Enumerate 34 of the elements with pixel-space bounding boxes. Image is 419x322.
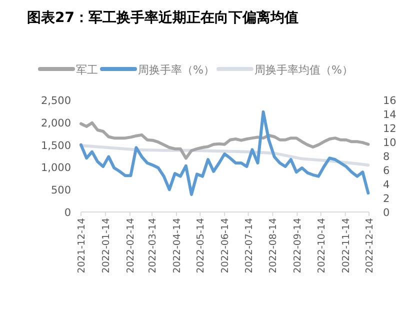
y2-tick-label: 0: [383, 207, 390, 219]
x-tick-label: 2022-08-14: [268, 218, 280, 274]
line-series: [80, 110, 370, 196]
legend-label: 周换手率均值（%）: [254, 64, 353, 76]
y2-tick-label: 4: [383, 179, 390, 191]
y-tick-label: 1,000: [40, 162, 71, 174]
chart-title: 图表27：军工换手率近期正在向下偏离均值: [27, 9, 298, 26]
line-series: [80, 121, 370, 160]
y2-tick-label: 12: [383, 123, 396, 135]
x-tick-label: 2022-11-14: [340, 218, 352, 274]
y2-tick-label: 6: [383, 165, 390, 177]
x-tick-label: 2022-12-14: [364, 218, 376, 274]
y-tick-label: 0: [64, 207, 71, 219]
y-tick-label: 1,500: [40, 140, 71, 152]
y2-tick-label: 10: [383, 137, 396, 149]
x-tick-label: 2022-04-14: [172, 218, 183, 274]
legend-label: 周换手率（%）: [138, 64, 214, 76]
y2-tick-label: 8: [383, 151, 390, 163]
legend-label: 军工: [76, 64, 98, 76]
y2-tick-label: 16: [383, 95, 397, 107]
y2-tick-label: 14: [383, 109, 397, 121]
y-tick-label: 2,500: [40, 95, 71, 107]
y-tick-label: 500: [50, 184, 71, 197]
x-tick-label: 2021-12-14: [76, 218, 88, 274]
x-tick-label: 2022-01-14: [100, 218, 112, 274]
x-tick-label: 2022-06-14: [220, 218, 232, 274]
x-tick-label: 2022-10-14: [316, 218, 328, 274]
x-tick-label: 2022-02-14: [125, 218, 136, 274]
y2-tick-label: 2: [383, 193, 390, 205]
x-tick-label: 2022-03-14: [148, 218, 159, 274]
x-tick-label: 2022-05-14: [196, 218, 207, 274]
x-tick-label: 2022-09-14: [292, 218, 304, 274]
y-tick-label: 2,000: [40, 117, 71, 130]
x-tick-label: 2022-07-14: [244, 218, 255, 274]
